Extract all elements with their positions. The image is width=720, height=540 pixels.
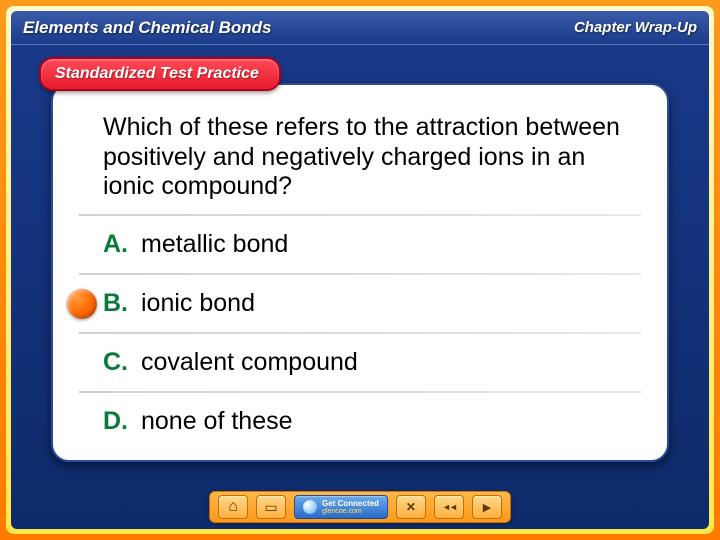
divider	[79, 214, 641, 216]
connect-button[interactable]: Get Connected glencoe.com	[294, 495, 388, 519]
footer-toolbar: Get Connected glencoe.com	[209, 491, 511, 523]
question-card: Which of these refers to the attraction …	[51, 83, 669, 462]
option-letter: C.	[103, 348, 141, 377]
question-text: Which of these refers to the attraction …	[103, 113, 641, 202]
close-button[interactable]	[396, 495, 426, 519]
option-letter: D.	[103, 407, 141, 436]
divider	[79, 391, 641, 393]
globe-icon	[303, 500, 317, 514]
connect-label: Get Connected glencoe.com	[322, 500, 379, 515]
play-button[interactable]	[472, 495, 502, 519]
option-a[interactable]: A. metallic bond	[103, 222, 641, 265]
home-button[interactable]	[218, 495, 248, 519]
mid-frame: Elements and Chemical Bonds Chapter Wrap…	[6, 6, 714, 534]
option-letter: B.	[103, 289, 141, 318]
option-text: metallic bond	[141, 230, 288, 259]
divider	[79, 332, 641, 334]
practice-badge: Standardized Test Practice	[39, 57, 281, 91]
rewind-button[interactable]	[434, 495, 464, 519]
option-text: none of these	[141, 407, 293, 436]
option-text: ionic bond	[141, 289, 255, 318]
chapter-section: Chapter Wrap-Up	[574, 19, 697, 36]
option-c[interactable]: C. covalent compound	[103, 340, 641, 383]
chapter-title: Elements and Chemical Bonds	[23, 18, 271, 38]
inner-frame: Elements and Chemical Bonds Chapter Wrap…	[11, 11, 709, 529]
option-letter: A.	[103, 230, 141, 259]
image-button[interactable]	[256, 495, 286, 519]
option-text: covalent compound	[141, 348, 358, 377]
selected-marker-icon	[67, 289, 97, 319]
option-b[interactable]: B. ionic bond	[103, 281, 641, 324]
outer-frame: Elements and Chemical Bonds Chapter Wrap…	[0, 0, 720, 540]
option-d[interactable]: D. none of these	[103, 399, 641, 442]
divider	[79, 273, 641, 275]
header-bar: Elements and Chemical Bonds Chapter Wrap…	[11, 11, 709, 45]
